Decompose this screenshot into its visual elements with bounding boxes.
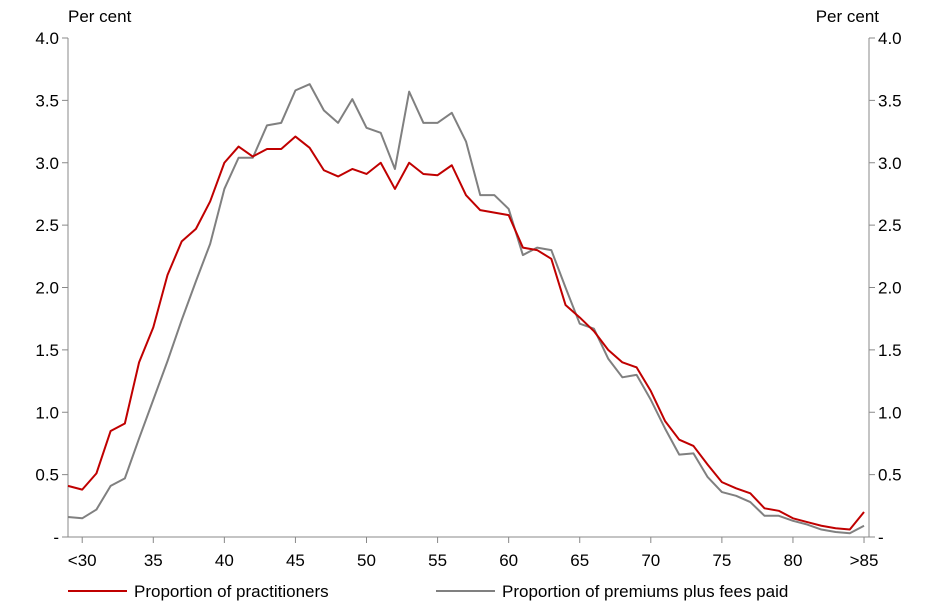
legend: Proportion of practitioners Proportion o… [68,582,788,601]
x-tick-label: >85 [850,551,879,570]
x-tick-label: 65 [570,551,589,570]
x-tick-label: 55 [428,551,447,570]
series-line-premiums [67,83,865,535]
x-tick-label: 35 [144,551,163,570]
plot-frame [67,38,870,538]
x-tick-label: 70 [641,551,660,570]
right-y-tick-label: 3.0 [878,154,902,173]
x-tick-label: 75 [712,551,731,570]
right-axis-unit-label: Per cent [816,7,880,26]
x-tick-label: 60 [499,551,518,570]
right-axis-ticks: - 0.5 1.0 1.5 2.0 2.5 3.0 3.5 4.0 [869,29,902,547]
right-y-tick-label: 1.5 [878,341,902,360]
left-axis-unit-label: Per cent [68,7,132,26]
left-y-tick-label: 1.5 [35,341,59,360]
left-y-tick-label: - [53,528,59,547]
x-tick-label: <30 [68,551,97,570]
x-tick-label: 40 [215,551,234,570]
right-y-tick-label: 2.5 [878,216,902,235]
x-tick-label: 80 [783,551,802,570]
right-y-tick-label: 3.5 [878,91,902,110]
left-axis-ticks: - 0.5 1.0 1.5 2.0 2.5 3.0 3.5 4.0 [35,29,68,547]
x-tick-label: 45 [286,551,305,570]
legend-label-premiums: Proportion of premiums plus fees paid [502,582,788,601]
x-axis-ticks: <30 35 40 45 50 55 60 65 70 75 80 >85 [68,537,879,570]
series-lines [67,83,865,535]
left-y-tick-label: 1.0 [35,403,59,422]
left-y-tick-label: 0.5 [35,466,59,485]
left-y-tick-label: 3.0 [35,154,59,173]
right-y-tick-label: - [878,528,884,547]
right-y-tick-label: 1.0 [878,403,902,422]
legend-label-practitioners: Proportion of practitioners [134,582,329,601]
left-y-tick-label: 2.0 [35,279,59,298]
right-y-tick-label: 4.0 [878,29,902,48]
series-line-practitioners [67,135,865,531]
right-y-tick-label: 2.0 [878,279,902,298]
x-tick-label: 50 [357,551,376,570]
left-y-tick-label: 3.5 [35,91,59,110]
left-y-tick-label: 2.5 [35,216,59,235]
left-y-tick-label: 4.0 [35,29,59,48]
right-y-tick-label: 0.5 [878,466,902,485]
